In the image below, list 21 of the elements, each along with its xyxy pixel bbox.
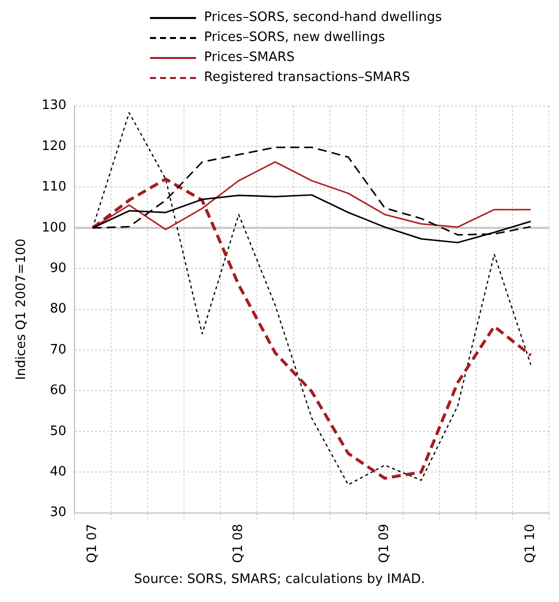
x-tick-label: Q1 07 [85, 524, 100, 564]
y-tick-label: 70 [50, 342, 66, 358]
x-tick-label: Q1 10 [523, 524, 538, 564]
y-tick-label: 50 [50, 424, 66, 439]
y-tick-label: 60 [50, 383, 66, 398]
y-axis-title: Indices Q1 2007=100 [14, 238, 30, 380]
y-tick-label: 80 [50, 302, 66, 317]
y-tick-label: 130 [42, 98, 66, 114]
y-tick-label: 90 [50, 260, 66, 276]
y-tick-label: 40 [50, 464, 66, 480]
y-tick-label: 30 [50, 505, 66, 520]
x-tick-label: Q1 09 [377, 524, 392, 564]
source-note: Source: SORS, SMARS; calculations by IMAD. [132, 572, 426, 587]
legend-label: Registered transactions–SMARS [204, 69, 410, 87]
y-tick-label: 110 [42, 180, 66, 195]
legend-label: Prices–SORS, second-hand dwellings [204, 9, 442, 27]
legend-label: Prices–SMARS [204, 49, 295, 67]
y-tick-label: 100 [42, 220, 66, 236]
x-tick-label: Q1 08 [231, 524, 246, 564]
legend-label: Prices–SORS, new dwellings [204, 29, 386, 47]
y-tick-label: 120 [42, 138, 66, 154]
